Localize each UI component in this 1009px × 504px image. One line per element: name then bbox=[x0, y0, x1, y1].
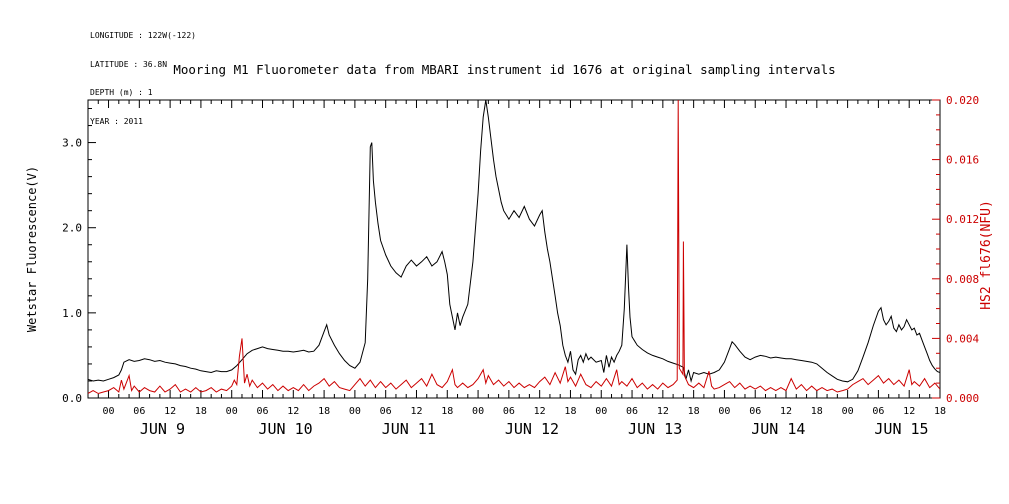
header-info: LONGITUDE : 122W(-122) LATITUDE : 36.8N … bbox=[90, 12, 196, 145]
svg-text:12: 12 bbox=[780, 406, 792, 417]
svg-text:18: 18 bbox=[934, 406, 946, 417]
svg-text:06: 06 bbox=[749, 406, 761, 417]
svg-text:JUN 9: JUN 9 bbox=[140, 420, 185, 438]
svg-text:00: 00 bbox=[842, 406, 854, 417]
svg-text:00: 00 bbox=[595, 406, 607, 417]
svg-text:12: 12 bbox=[287, 406, 299, 417]
x-axis-day-labels: JUN 9 JUN 10 JUN 11 JUN 12 JUN 13 JUN 14 JUN 1… bbox=[140, 420, 929, 438]
svg-text:0.004: 0.004 bbox=[946, 332, 979, 345]
hs2-series-line bbox=[88, 100, 940, 395]
svg-text:JUN 11: JUN 11 bbox=[382, 420, 436, 438]
svg-text:0.012: 0.012 bbox=[946, 213, 979, 226]
svg-text:06: 06 bbox=[133, 406, 145, 417]
svg-text:0.0: 0.0 bbox=[62, 392, 82, 405]
svg-text:18: 18 bbox=[441, 406, 453, 417]
svg-text:1.0: 1.0 bbox=[62, 307, 82, 320]
left-axis-labels: 0.0 1.0 2.0 3.0 bbox=[62, 137, 82, 405]
svg-text:JUN 15: JUN 15 bbox=[874, 420, 928, 438]
svg-text:00: 00 bbox=[226, 406, 238, 417]
svg-text:JUN 10: JUN 10 bbox=[259, 420, 313, 438]
svg-text:18: 18 bbox=[564, 406, 576, 417]
svg-text:0.000: 0.000 bbox=[946, 392, 979, 405]
svg-text:12: 12 bbox=[410, 406, 422, 417]
x-axis-labels: 00 06 12 18 00 06 12 18 00 06 12 18 00 06 12 18 00 06 12 18… bbox=[103, 406, 947, 417]
svg-text:06: 06 bbox=[503, 406, 515, 417]
x-axis bbox=[97, 100, 941, 398]
left-axis bbox=[88, 108, 96, 399]
svg-text:12: 12 bbox=[903, 406, 915, 417]
info-depth: DEPTH (m) : 1 bbox=[90, 88, 153, 97]
wetstar-series-line bbox=[88, 100, 940, 383]
svg-text:3.0: 3.0 bbox=[62, 137, 82, 150]
svg-text:JUN 12: JUN 12 bbox=[505, 420, 559, 438]
svg-text:06: 06 bbox=[380, 406, 392, 417]
svg-text:06: 06 bbox=[872, 406, 884, 417]
svg-text:00: 00 bbox=[718, 406, 730, 417]
svg-text:18: 18 bbox=[318, 406, 330, 417]
right-axis-title: HS2 fl676(NFU) bbox=[979, 200, 994, 310]
info-longitude: LONGITUDE : 122W(-122) bbox=[90, 31, 196, 40]
svg-text:JUN 14: JUN 14 bbox=[751, 420, 805, 438]
svg-text:00: 00 bbox=[349, 406, 361, 417]
svg-text:06: 06 bbox=[256, 406, 268, 417]
svg-text:18: 18 bbox=[688, 406, 700, 417]
svg-text:2.0: 2.0 bbox=[62, 222, 82, 235]
svg-text:12: 12 bbox=[657, 406, 669, 417]
series-lines bbox=[88, 100, 940, 395]
svg-text:0.016: 0.016 bbox=[946, 154, 979, 167]
svg-text:0.020: 0.020 bbox=[946, 94, 979, 107]
right-axis-labels: 0.000 0.004 0.008 0.012 0.016 0.020 bbox=[946, 94, 979, 405]
svg-text:18: 18 bbox=[195, 406, 207, 417]
right-axis bbox=[932, 99, 940, 399]
chart-title: Mooring M1 Fluorometer data from MBARI i… bbox=[173, 62, 836, 77]
info-latitude: LATITUDE : 36.8N bbox=[90, 59, 168, 69]
svg-text:JUN 13: JUN 13 bbox=[628, 420, 682, 438]
svg-text:18: 18 bbox=[811, 406, 823, 417]
svg-text:00: 00 bbox=[472, 406, 484, 417]
svg-text:00: 00 bbox=[103, 406, 115, 417]
svg-text:06: 06 bbox=[626, 406, 638, 417]
svg-text:12: 12 bbox=[164, 406, 176, 417]
left-axis-title: Wetstar Fluorescence(V) bbox=[25, 166, 39, 332]
plot-frame bbox=[87, 99, 941, 399]
info-year: YEAR : 2011 bbox=[90, 116, 143, 126]
svg-text:12: 12 bbox=[534, 406, 546, 417]
svg-text:0.008: 0.008 bbox=[946, 273, 979, 286]
